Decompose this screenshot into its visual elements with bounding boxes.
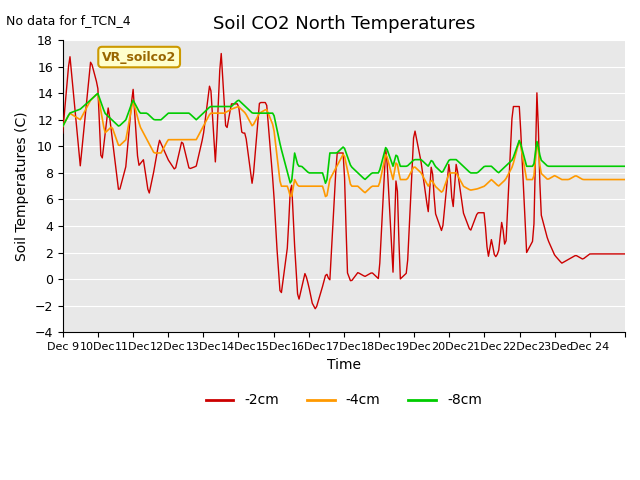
X-axis label: Time: Time <box>327 358 361 372</box>
Title: Soil CO2 North Temperatures: Soil CO2 North Temperatures <box>212 15 475 33</box>
Y-axis label: Soil Temperatures (C): Soil Temperatures (C) <box>15 111 29 261</box>
Text: VR_soilco2: VR_soilco2 <box>102 50 176 63</box>
Legend: -2cm, -4cm, -8cm: -2cm, -4cm, -8cm <box>200 388 488 413</box>
Text: No data for f_TCN_4: No data for f_TCN_4 <box>6 14 131 27</box>
